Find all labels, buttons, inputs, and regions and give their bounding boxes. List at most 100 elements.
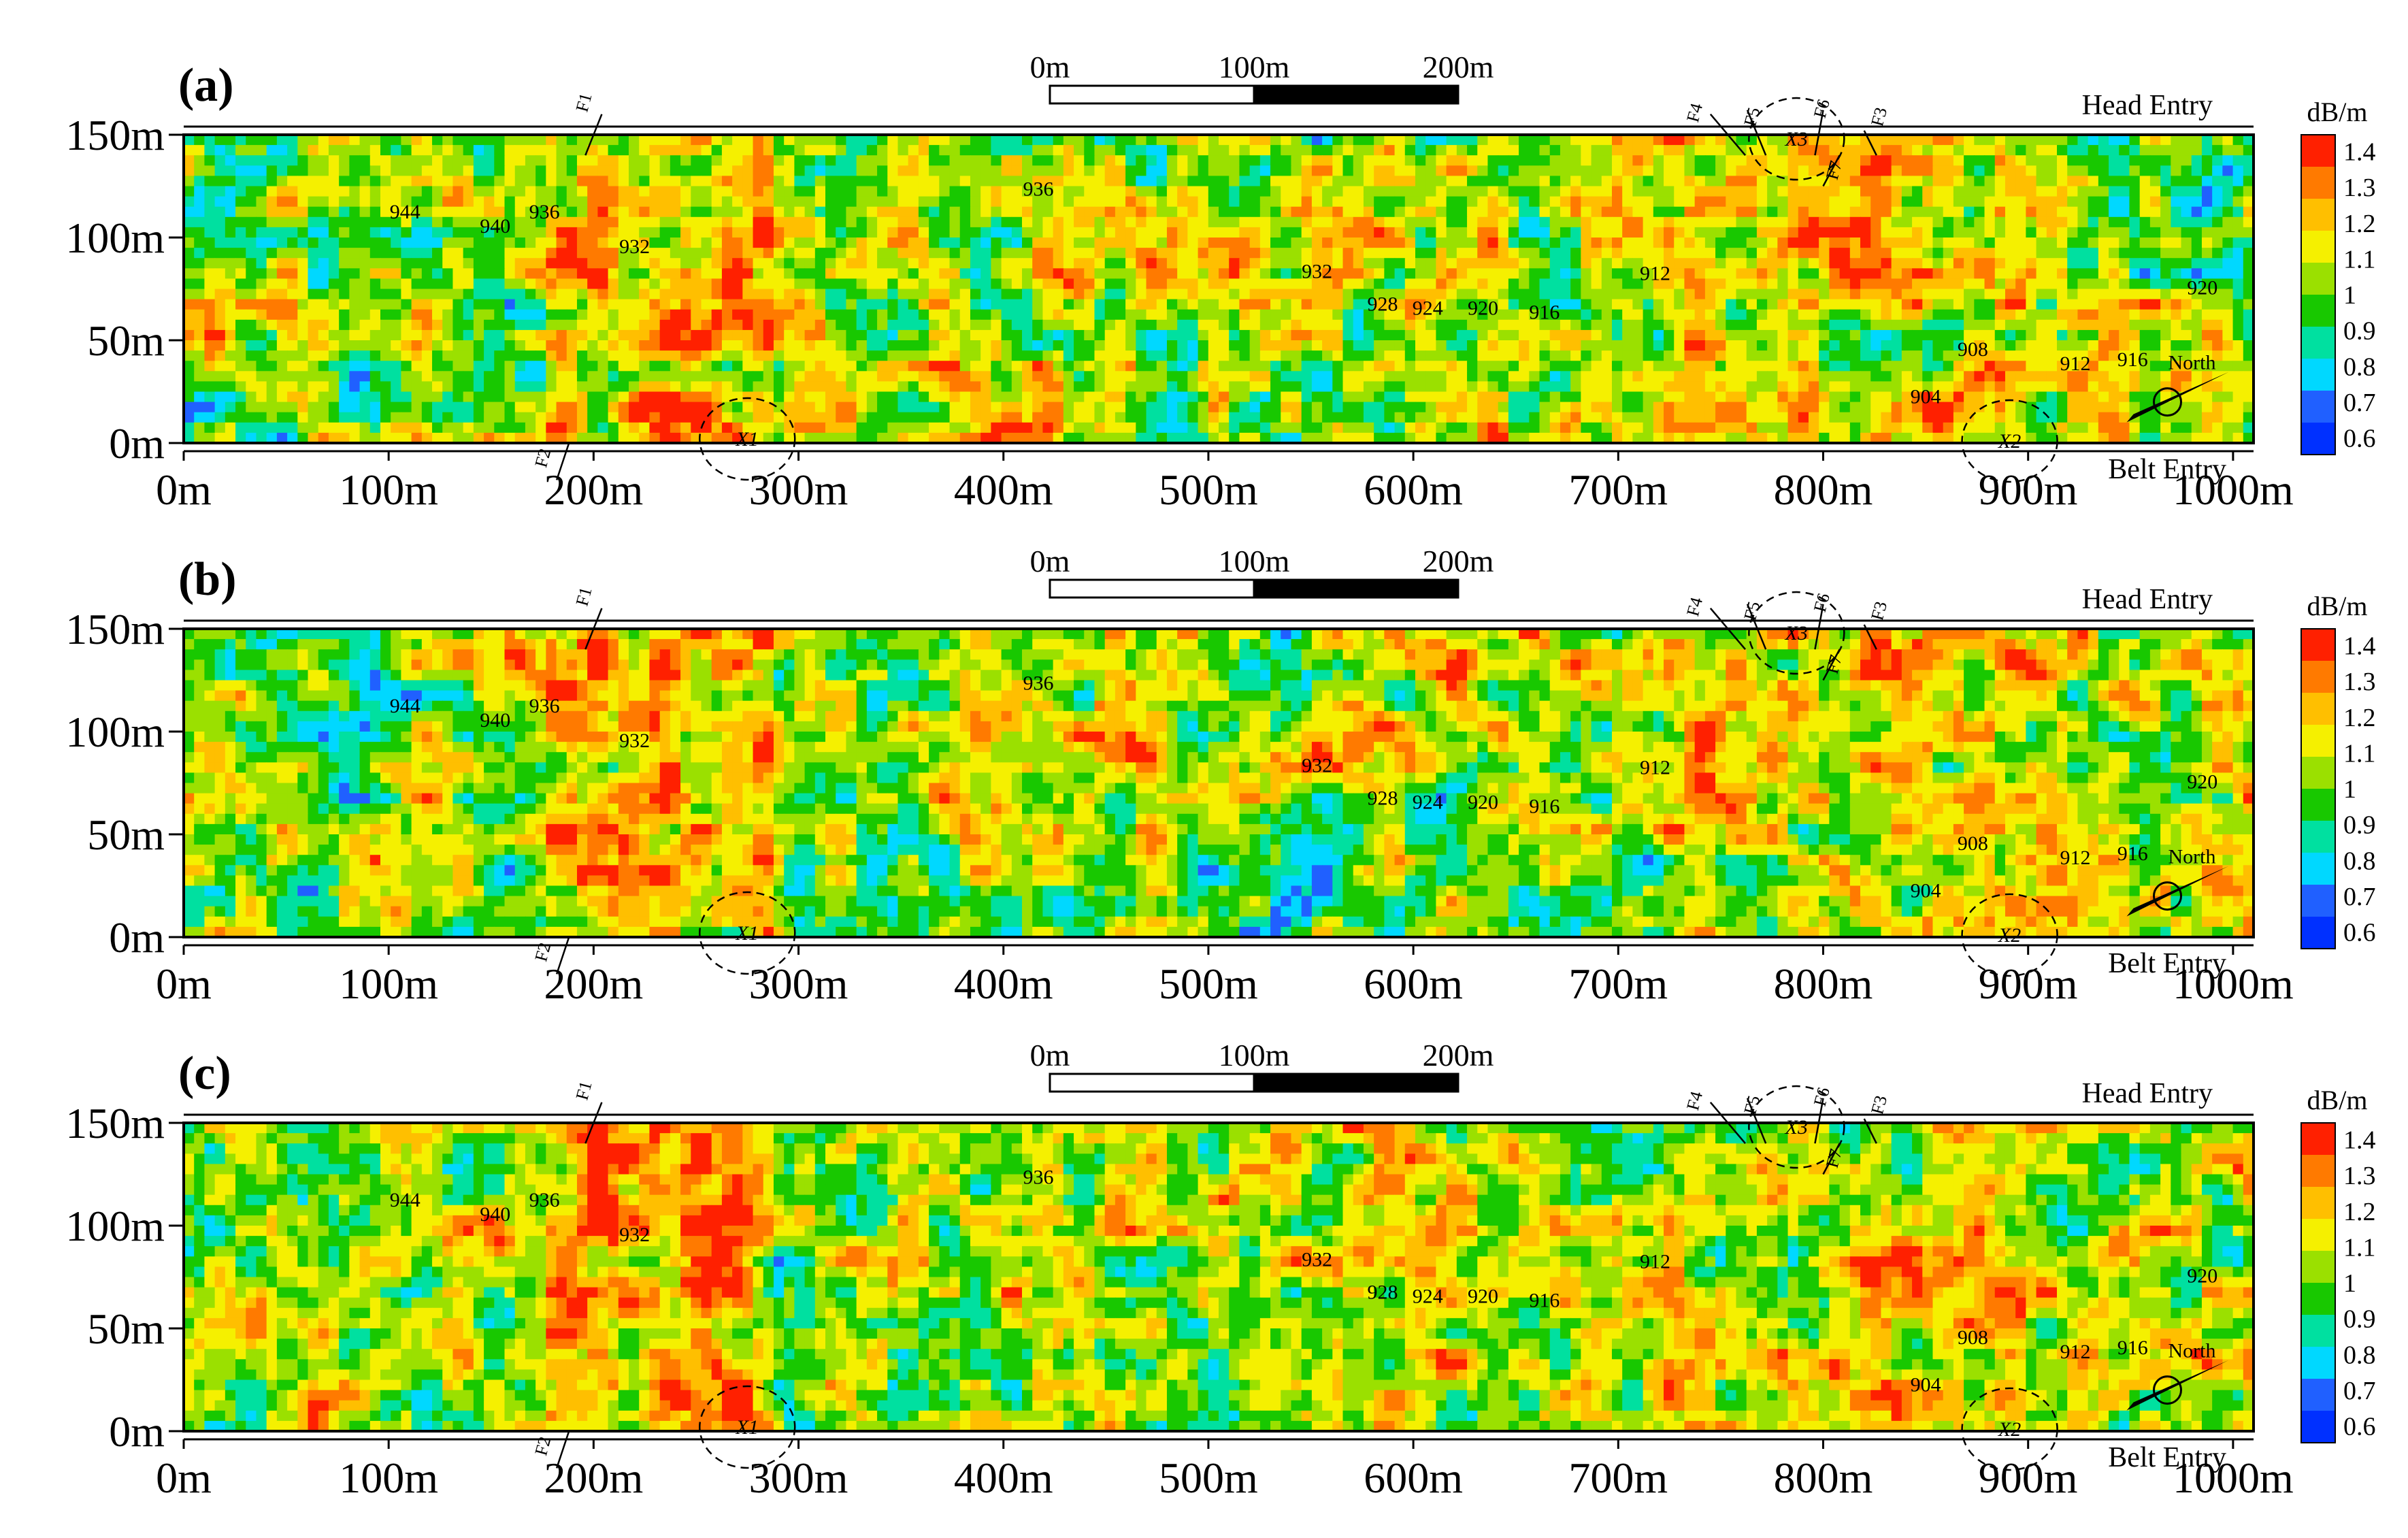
- colorbar-swatch: [2301, 1315, 2335, 1347]
- head-entry-label: Head Entry: [2082, 1078, 2213, 1109]
- contour-label: 920: [2187, 771, 2217, 793]
- contour-label: 932: [619, 1224, 650, 1246]
- collapse-column-outline: [699, 397, 796, 481]
- x-tick-label: 500m: [1159, 1454, 1258, 1502]
- x-tick-label: 300m: [749, 465, 848, 514]
- contour-label: 936: [529, 201, 560, 223]
- fault-label: F1: [572, 1079, 596, 1102]
- contour-label: 928: [1367, 293, 1398, 316]
- fault-line: [555, 936, 570, 975]
- heatmap-1: [184, 629, 2254, 937]
- colorbar-tick-label: 1.4: [2343, 1126, 2376, 1155]
- colorbar-swatch: [2301, 1379, 2335, 1411]
- colorbar-tick-label: 1.1: [2343, 739, 2376, 768]
- x-tick-label: 1000m: [2173, 1454, 2294, 1502]
- collapse-column-label: X2: [1998, 924, 2021, 947]
- fault-label: F1: [572, 585, 596, 608]
- belt-entry-label: Belt Entry: [2108, 1442, 2226, 1473]
- x-tick-label: 200m: [544, 1454, 643, 1502]
- colorbar-tick-label: 1.3: [2343, 174, 2376, 202]
- x-tick-label: 400m: [954, 465, 1053, 514]
- collapse-column-outline: [699, 1385, 796, 1469]
- contour-label: 908: [1958, 832, 1988, 855]
- panel-label: (a): [178, 59, 234, 112]
- contour-label: 908: [1958, 338, 1988, 361]
- x-tick-label: 800m: [1774, 960, 1873, 1008]
- colorbar-unit: dB/m: [2307, 97, 2368, 127]
- y-tick-label: 50m: [87, 1305, 165, 1353]
- contour-label: 944: [390, 695, 420, 717]
- contour-label: 936: [529, 695, 560, 717]
- colorbar-tick-label: 0.6: [2343, 1413, 2376, 1441]
- fault-line: [1814, 1098, 1824, 1144]
- colorbar-swatch: [2301, 135, 2335, 167]
- colorbar-frame: [2300, 1122, 2336, 1443]
- collapse-column-outline: [1961, 1387, 2058, 1471]
- collapse-column-outline: [1748, 97, 1845, 181]
- fault-line: [1863, 130, 1877, 156]
- y-tick-label: 0m: [109, 913, 165, 962]
- scale-bar-label: 100m: [1219, 50, 1290, 84]
- x-tick-label: 100m: [339, 465, 438, 514]
- collapse-column-label: X1: [736, 1416, 759, 1439]
- panel-0: 944 940 936 932 936 932 928 924 920 916 912 908 904 9…: [65, 50, 2375, 514]
- fault-line: [1822, 649, 1841, 681]
- x-tick-label: 600m: [1364, 1454, 1463, 1502]
- colorbar-swatch: [2301, 1187, 2335, 1220]
- colorbar-tick-label: 1.4: [2343, 138, 2376, 167]
- collapse-column-label: X3: [1785, 622, 1808, 644]
- colorbar-tick-label: 1.3: [2343, 668, 2376, 696]
- contour-label: 920: [1468, 791, 1498, 814]
- colorbar-tick-label: 1.4: [2343, 632, 2376, 661]
- colorbar-swatch: [2301, 327, 2335, 359]
- colorbar-tick-label: 1: [2343, 1269, 2356, 1298]
- colorbar-tick-label: 0.9: [2343, 811, 2376, 840]
- contour-label: 916: [2117, 842, 2148, 865]
- colorbar-swatch: [2301, 1347, 2335, 1379]
- scale-bar-label: 200m: [1423, 1038, 1494, 1073]
- x-tick-label: 400m: [954, 1454, 1053, 1502]
- north-label: North: [2168, 846, 2216, 868]
- colorbar-swatch: [2301, 1219, 2335, 1251]
- contour-label: 920: [1468, 297, 1498, 320]
- fault-line: [1822, 1143, 1841, 1175]
- colorbar-tick-label: 1: [2343, 775, 2356, 804]
- north-arrow-circle: [2153, 387, 2183, 417]
- contour-label: 904: [1911, 880, 1941, 902]
- x-tick-label: 800m: [1774, 1454, 1873, 1502]
- colorbar-swatch: [2301, 757, 2335, 789]
- belt-entry-label: Belt Entry: [2108, 454, 2226, 485]
- contour-label: 932: [1302, 260, 1332, 282]
- x-tick-label: 600m: [1364, 960, 1463, 1008]
- contour-label: 932: [619, 235, 650, 258]
- x-tick-label: 1000m: [2173, 465, 2294, 514]
- contour-label: 912: [2060, 353, 2090, 375]
- y-tick-label: 150m: [65, 111, 165, 159]
- scale-bar-label: 100m: [1219, 1038, 1290, 1073]
- x-tick-label: 900m: [1979, 465, 2078, 514]
- x-tick-label: 700m: [1568, 465, 1668, 514]
- contour-label: 924: [1413, 791, 1443, 814]
- contour-label: 912: [2060, 847, 2090, 869]
- x-tick-label: 900m: [1979, 1454, 2078, 1502]
- contour-label: 916: [1529, 796, 1560, 818]
- contour-label: 936: [1023, 672, 1053, 695]
- contour-label: 920: [1468, 1286, 1498, 1308]
- collapse-column-label: X1: [736, 428, 759, 451]
- colorbar-tick-label: 0.6: [2343, 425, 2376, 453]
- colorbar-swatch: [2301, 1251, 2335, 1283]
- colorbar-tick-label: 1.1: [2343, 1233, 2376, 1262]
- contour-label: 916: [2117, 348, 2148, 371]
- colorbar-frame: [2300, 628, 2336, 949]
- x-tick-label: 500m: [1159, 465, 1258, 514]
- contour-label: 928: [1367, 1281, 1398, 1304]
- contour-label: 940: [480, 1203, 510, 1226]
- collapse-column-outline: [699, 891, 796, 975]
- fault-line: [1709, 113, 1747, 157]
- x-tick-label: 100m: [339, 960, 438, 1008]
- colorbar-swatch: [2301, 629, 2335, 661]
- colorbar-swatch: [2301, 167, 2335, 199]
- scale-bar-white: [1049, 1073, 1255, 1093]
- colorbar-tick-label: 0.8: [2343, 847, 2376, 875]
- colorbar-tick-label: 0.9: [2343, 1305, 2376, 1334]
